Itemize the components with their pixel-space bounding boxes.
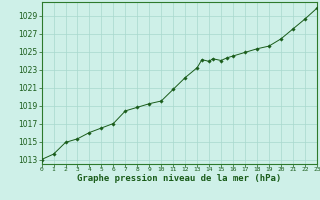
X-axis label: Graphe pression niveau de la mer (hPa): Graphe pression niveau de la mer (hPa) [77,174,281,183]
